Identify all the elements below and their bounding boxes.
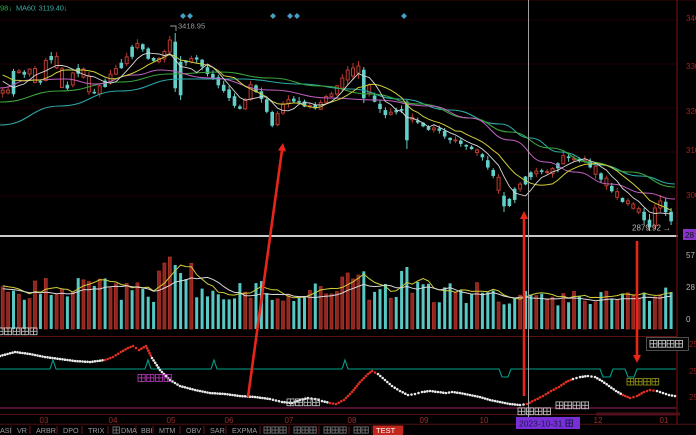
svg-text:DPO: DPO xyxy=(63,426,79,435)
svg-text:MTM: MTM xyxy=(159,426,175,435)
svg-text:DMA: DMA xyxy=(121,426,137,435)
svg-text:03: 03 xyxy=(40,416,49,425)
svg-text:25: 25 xyxy=(689,340,696,349)
svg-text:ARBR: ARBR xyxy=(36,426,56,435)
svg-text:09: 09 xyxy=(420,416,429,425)
svg-text:OBV: OBV xyxy=(186,426,201,435)
svg-text:3000: 3000 xyxy=(686,191,696,200)
svg-text:TRIX: TRIX xyxy=(88,426,105,435)
svg-text:12: 12 xyxy=(594,416,603,425)
svg-text:3400: 3400 xyxy=(686,14,696,23)
svg-text:01: 01 xyxy=(660,416,669,425)
svg-text:0: 0 xyxy=(686,315,691,324)
svg-text:TEST: TEST xyxy=(376,426,396,435)
svg-text:3100: 3100 xyxy=(686,146,696,155)
svg-text:BBI: BBI xyxy=(141,426,153,435)
svg-text:28: 28 xyxy=(686,283,695,292)
svg-text:3300: 3300 xyxy=(686,62,696,71)
svg-text:25: 25 xyxy=(689,393,696,402)
svg-text:28: 28 xyxy=(685,231,694,240)
svg-text:25: 25 xyxy=(689,367,696,376)
svg-text:3418.95: 3418.95 xyxy=(178,22,205,31)
svg-text:07: 07 xyxy=(285,416,294,425)
svg-text:06: 06 xyxy=(225,416,234,425)
svg-text:04: 04 xyxy=(109,416,118,425)
svg-text:2023-10-31: 2023-10-31 xyxy=(519,419,563,429)
svg-text:→: → xyxy=(663,224,671,233)
svg-text:SAR: SAR xyxy=(210,426,225,435)
svg-text:10: 10 xyxy=(480,416,489,425)
svg-text:MA60: 3119.40↓: MA60: 3119.40↓ xyxy=(16,4,67,13)
svg-text:VR: VR xyxy=(17,426,27,435)
svg-text:↓: ↓ xyxy=(9,4,13,13)
svg-text:98: 98 xyxy=(0,4,8,13)
svg-text:3200: 3200 xyxy=(686,107,696,116)
svg-text:05: 05 xyxy=(167,416,176,425)
svg-text:ASI: ASI xyxy=(0,426,12,435)
svg-text:2879.92: 2879.92 xyxy=(632,224,661,233)
svg-text:EXPMA: EXPMA xyxy=(232,426,257,435)
svg-text:57: 57 xyxy=(686,251,695,260)
svg-text:08: 08 xyxy=(348,416,357,425)
